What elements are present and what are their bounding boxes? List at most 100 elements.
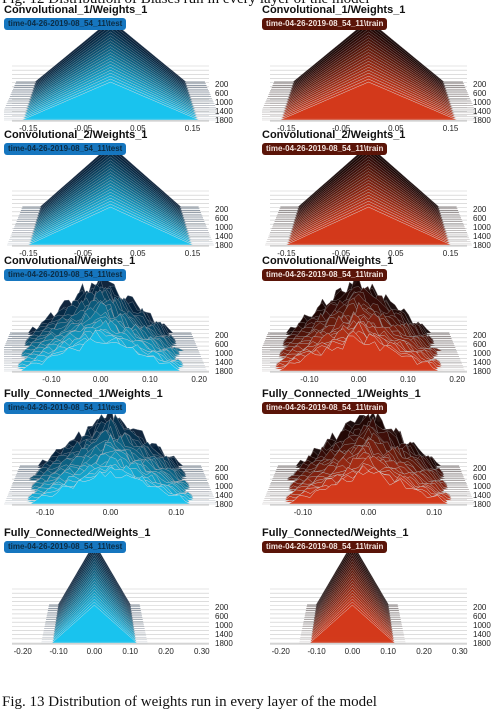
chart-title: Convolutional_1/Weights_1 bbox=[262, 4, 406, 16]
step-tick-label: 600 bbox=[215, 340, 229, 349]
step-tick-label: 600 bbox=[215, 612, 229, 621]
step-tick-label: 200 bbox=[473, 331, 487, 340]
step-tick-label: 1800 bbox=[215, 116, 233, 125]
step-tick-label: 1000 bbox=[473, 98, 491, 107]
chart-title: Convolutional_1/Weights_1 bbox=[4, 4, 148, 16]
x-tick-label: 0.05 bbox=[388, 249, 404, 258]
x-tick-label: 0.10 bbox=[380, 647, 396, 656]
histogram-slice bbox=[4, 338, 207, 372]
step-tick-label: 1400 bbox=[473, 232, 491, 241]
histogram-panel-8: Fully_Connected_1/Weights_1 time-04-26-20… bbox=[262, 388, 500, 521]
step-tick-label: 600 bbox=[473, 612, 487, 621]
step-tick-label: 600 bbox=[473, 214, 487, 223]
histogram-panel-4: Convolutional_2/Weights_1 time-04-26-2019… bbox=[262, 129, 500, 262]
x-tick-label: 0.20 bbox=[449, 375, 465, 384]
x-tick-label: 0.05 bbox=[130, 124, 146, 133]
x-tick-label: -0.10 bbox=[49, 647, 68, 656]
histogram-slice bbox=[262, 335, 465, 372]
step-tick-label: 1800 bbox=[215, 367, 233, 376]
run-badge[interactable]: time-04-26-2019-08_54_11\test bbox=[4, 541, 127, 553]
x-tick-label: -0.05 bbox=[74, 249, 93, 258]
chart-title: Convolutional/Weights_1 bbox=[4, 255, 136, 267]
step-tick-label: 1000 bbox=[473, 223, 491, 232]
x-tick-label: -0.10 bbox=[42, 375, 61, 384]
step-tick-label: 200 bbox=[215, 464, 229, 473]
x-tick-label: 0.00 bbox=[361, 508, 377, 517]
run-badge[interactable]: time-04-26-2019-08_54_11\test bbox=[4, 269, 127, 281]
step-tick-label: 600 bbox=[215, 89, 229, 98]
run-badge[interactable]: time-04-26-2019-08_54_11\test bbox=[4, 18, 127, 30]
step-tick-label: 1000 bbox=[473, 621, 491, 630]
step-tick-label: 1400 bbox=[215, 630, 233, 639]
histogram-panel-5: Convolutional/Weights_1 time-04-26-2019-0… bbox=[4, 255, 244, 388]
step-tick-label: 1800 bbox=[473, 367, 491, 376]
x-tick-label: 0.30 bbox=[194, 647, 210, 656]
step-tick-label: 1800 bbox=[215, 639, 233, 648]
histogram-slice bbox=[4, 470, 217, 505]
chart-title: Fully_Connected/Weights_1 bbox=[262, 527, 409, 539]
x-tick-label: 0.15 bbox=[443, 124, 459, 133]
step-tick-label: 200 bbox=[215, 205, 229, 214]
x-tick-label: 0.10 bbox=[122, 647, 138, 656]
figure-13-caption: Fig. 13 Distribution of weights run in e… bbox=[2, 694, 377, 710]
step-tick-label: 1400 bbox=[215, 358, 233, 367]
chart-title: Convolutional/Weights_1 bbox=[262, 255, 394, 267]
x-tick-label: 0.10 bbox=[142, 375, 158, 384]
step-tick-label: 1800 bbox=[473, 116, 491, 125]
step-tick-label: 1800 bbox=[473, 639, 491, 648]
step-tick-label: 1000 bbox=[215, 482, 233, 491]
histogram-slice bbox=[4, 81, 222, 121]
run-badge[interactable]: time-04-26-2019-08_54_11\train bbox=[262, 402, 388, 414]
step-tick-label: 600 bbox=[215, 214, 229, 223]
step-tick-label: 200 bbox=[215, 331, 229, 340]
step-tick-label: 200 bbox=[473, 80, 487, 89]
x-tick-label: -0.15 bbox=[19, 249, 38, 258]
x-tick-label: -0.15 bbox=[277, 124, 296, 133]
step-tick-label: 1800 bbox=[215, 241, 233, 250]
histogram-panel-6: Convolutional/Weights_1 time-04-26-2019-0… bbox=[262, 255, 500, 388]
step-tick-label: 1800 bbox=[473, 500, 491, 509]
x-tick-label: 0.05 bbox=[388, 124, 404, 133]
x-tick-label: 0.05 bbox=[130, 249, 146, 258]
x-tick-label: -0.20 bbox=[272, 647, 291, 656]
x-tick-label: 0.20 bbox=[416, 647, 432, 656]
chart-title: Convolutional_2/Weights_1 bbox=[262, 129, 406, 141]
x-tick-label: 0.00 bbox=[351, 375, 367, 384]
x-tick-label: -0.15 bbox=[19, 124, 38, 133]
histogram-panel-7: Fully_Connected_1/Weights_1 time-04-26-20… bbox=[4, 388, 244, 521]
step-tick-label: 1400 bbox=[473, 107, 491, 116]
step-tick-label: 600 bbox=[473, 340, 487, 349]
x-tick-label: -0.10 bbox=[300, 375, 319, 384]
step-tick-label: 1800 bbox=[473, 241, 491, 250]
run-badge[interactable]: time-04-26-2019-08_54_11\train bbox=[262, 269, 388, 281]
chart-title: Fully_Connected/Weights_1 bbox=[4, 527, 151, 539]
run-badge[interactable]: time-04-26-2019-08_54_11\test bbox=[4, 143, 127, 155]
run-badge[interactable]: time-04-26-2019-08_54_11\train bbox=[262, 18, 388, 30]
run-badge[interactable]: time-04-26-2019-08_54_11\train bbox=[262, 541, 388, 553]
x-tick-label: 0.15 bbox=[443, 249, 459, 258]
run-badge[interactable]: time-04-26-2019-08_54_11\test bbox=[4, 402, 127, 414]
x-tick-label: -0.05 bbox=[332, 249, 351, 258]
x-tick-label: 0.30 bbox=[452, 647, 468, 656]
x-tick-label: -0.10 bbox=[36, 508, 55, 517]
histogram-slice bbox=[262, 81, 480, 121]
histogram-slice bbox=[262, 471, 475, 505]
x-tick-label: 0.10 bbox=[426, 508, 442, 517]
x-tick-label: 0.10 bbox=[400, 375, 416, 384]
step-tick-label: 1800 bbox=[215, 500, 233, 509]
step-tick-label: 200 bbox=[473, 205, 487, 214]
figure-12-caption: Fig. 12 Distribution of Biases run in ev… bbox=[2, 0, 369, 8]
step-tick-label: 200 bbox=[473, 464, 487, 473]
x-tick-label: 0.00 bbox=[103, 508, 119, 517]
histogram-panel-2: Convolutional_1/Weights_1 time-04-26-2019… bbox=[262, 4, 500, 137]
x-tick-label: -0.10 bbox=[307, 647, 326, 656]
run-badge[interactable]: time-04-26-2019-08_54_11\train bbox=[262, 143, 388, 155]
step-tick-label: 1400 bbox=[215, 107, 233, 116]
